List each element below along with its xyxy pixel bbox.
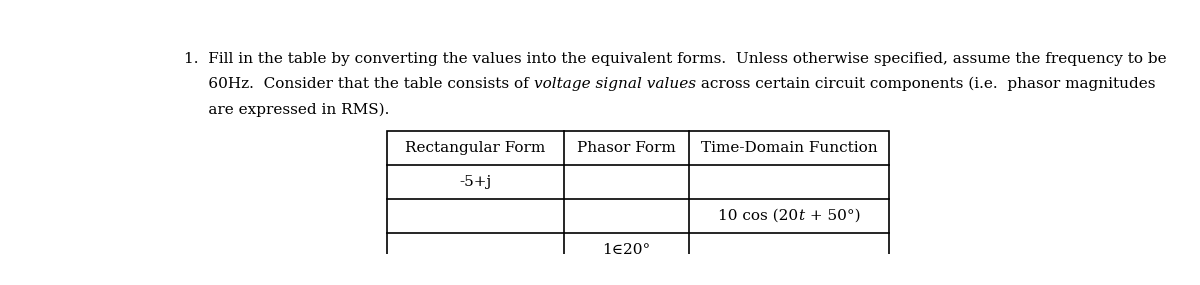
Bar <box>388 131 889 267</box>
Text: -5+j: -5+j <box>460 175 492 189</box>
Text: Phasor Form: Phasor Form <box>577 141 676 155</box>
Text: 10 cos (20: 10 cos (20 <box>719 209 798 223</box>
Text: 60Hz.  Consider that the table consists of: 60Hz. Consider that the table consists o… <box>185 77 534 91</box>
Text: Time-Domain Function: Time-Domain Function <box>701 141 877 155</box>
Text: t: t <box>798 209 805 223</box>
Text: across certain circuit components (i.e.  phasor magnitudes: across certain circuit components (i.e. … <box>696 77 1156 91</box>
Text: Rectangular Form: Rectangular Form <box>406 141 546 155</box>
Text: + 50°): + 50°) <box>805 209 860 223</box>
Text: are expressed in RMS).: are expressed in RMS). <box>185 102 390 117</box>
Text: 1∈20°: 1∈20° <box>602 243 650 257</box>
Text: 1.  Fill in the table by converting the values into the equivalent forms.  Unles: 1. Fill in the table by converting the v… <box>185 52 1168 66</box>
Text: voltage signal values: voltage signal values <box>534 77 696 91</box>
